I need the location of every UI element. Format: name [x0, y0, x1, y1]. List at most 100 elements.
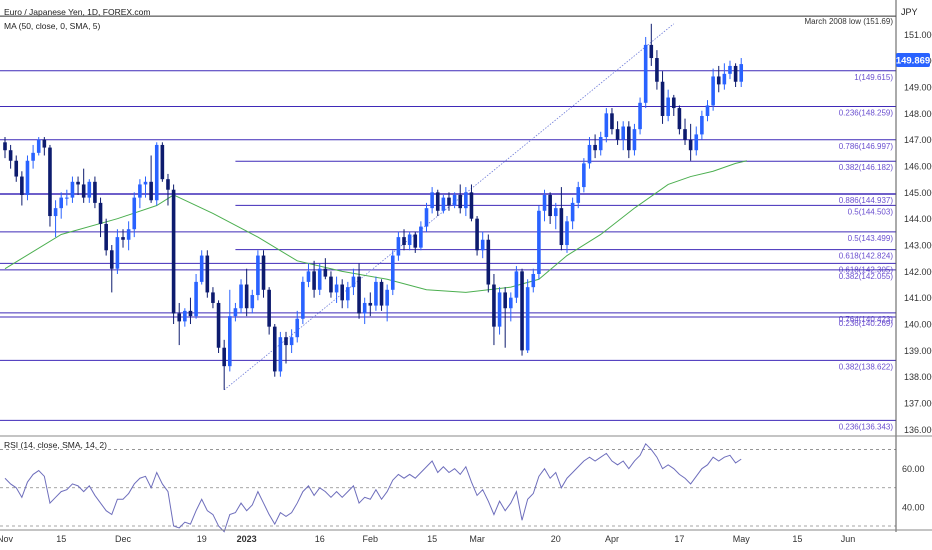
candle-body [306, 271, 311, 282]
candle-body [610, 113, 614, 130]
candle-body [419, 226, 423, 248]
candle-body [593, 144, 597, 151]
candle-body [464, 192, 468, 209]
candle-body [222, 347, 226, 367]
candle-body [228, 316, 232, 367]
candles-layer [3, 23, 744, 390]
last-price-value: 149.869 [896, 56, 930, 67]
fib-level-label: 0.382(146.182) [839, 163, 894, 172]
candle-body [272, 326, 277, 372]
candle-body [475, 218, 479, 251]
candle-body [700, 115, 704, 135]
candle-body [171, 189, 176, 314]
candle-body [683, 129, 687, 140]
x-tick-label: Feb [363, 534, 379, 544]
rsi-tick-label: 40.00 [902, 502, 925, 512]
fib-level-label: 0.886(144.937) [839, 196, 894, 205]
candle-body [514, 271, 519, 298]
candle-body [396, 237, 401, 256]
candle-body [722, 73, 727, 85]
chart-title: Euro / Japanese Yen, 1D, FOREX.com [4, 7, 150, 17]
y-tick-label: 139.000 [904, 346, 932, 356]
candle-body [334, 284, 339, 293]
candle-body [503, 292, 507, 309]
candle-body [452, 194, 457, 206]
candle-body [289, 337, 294, 346]
x-tick-label: Mar [469, 534, 485, 544]
candle-body [31, 152, 35, 161]
y-tick-label: 140.000 [904, 320, 932, 330]
candle-body [705, 105, 710, 116]
candle-body [733, 65, 738, 82]
x-tick-label: 15 [792, 534, 802, 544]
x-tick-label: 17 [674, 534, 684, 544]
candle-body [615, 129, 620, 140]
x-tick-label: 19 [197, 534, 207, 544]
fib-level-label: 0.618(142.824) [839, 252, 894, 261]
ma-legend: MA (50, close, 0, SMA, 5) [4, 21, 101, 31]
candle-body [627, 126, 631, 151]
candle-body [340, 284, 344, 301]
fib-level-label: 0.764(140.423) [839, 315, 894, 324]
candle-body [357, 276, 361, 314]
candle-body [413, 234, 418, 248]
candle-body [244, 284, 249, 309]
candle-body [250, 295, 255, 309]
candle-body [329, 276, 333, 293]
candle-body [149, 181, 153, 201]
candle-body [3, 142, 7, 151]
candle-body [14, 160, 19, 177]
candle-body [435, 192, 440, 211]
rsi-tick-label: 60.00 [902, 464, 925, 474]
candle-body [8, 150, 13, 161]
candle-body [520, 271, 524, 351]
fib-level-label: 0.786(146.997) [839, 142, 894, 151]
x-tick-label: May [733, 534, 751, 544]
y-tick-label: 147.000 [904, 135, 932, 145]
candle-body [379, 281, 384, 306]
candle-body [402, 237, 406, 246]
candle-body [671, 97, 676, 109]
candle-body [188, 310, 193, 317]
y-tick-label: 148.000 [904, 109, 932, 119]
candle-body [655, 58, 659, 82]
candle-body [424, 208, 429, 227]
candle-body [385, 289, 389, 306]
x-tick-label: 16 [315, 534, 325, 544]
candle-body [351, 276, 356, 288]
candle-body [93, 181, 97, 203]
candle-body [233, 308, 238, 317]
candle-body [25, 160, 30, 195]
candle-body [537, 210, 541, 274]
x-tick-label: 15 [427, 534, 437, 544]
candle-body [59, 197, 63, 209]
y-tick-label: 143.000 [904, 241, 932, 251]
candle-body [216, 302, 221, 348]
candle-body [205, 255, 210, 293]
fib-level-label: 0.236(136.343) [839, 422, 894, 431]
fib-level-label: 1(149.615) [854, 73, 893, 82]
candle-body [70, 181, 75, 198]
candle-body [295, 318, 300, 338]
candle-body [688, 139, 693, 151]
candle-body [497, 292, 502, 327]
candle-body [576, 187, 581, 203]
currency-label: JPY [901, 7, 918, 17]
candle-body [132, 197, 137, 230]
x-tick-label: Apr [605, 534, 619, 544]
x-tick-label: 15 [56, 534, 66, 544]
candle-body [677, 108, 682, 130]
y-tick-label: 138.000 [904, 372, 932, 382]
candle-body [166, 179, 170, 190]
candle-body [587, 144, 592, 164]
candle-body [211, 292, 215, 303]
candle-body [183, 310, 187, 322]
trend-lines-layer [223, 23, 675, 391]
candle-body [312, 271, 316, 290]
candle-body [649, 44, 654, 59]
y-tick-label: 145.000 [904, 188, 932, 198]
candle-body [407, 234, 412, 246]
candle-body [323, 268, 328, 277]
